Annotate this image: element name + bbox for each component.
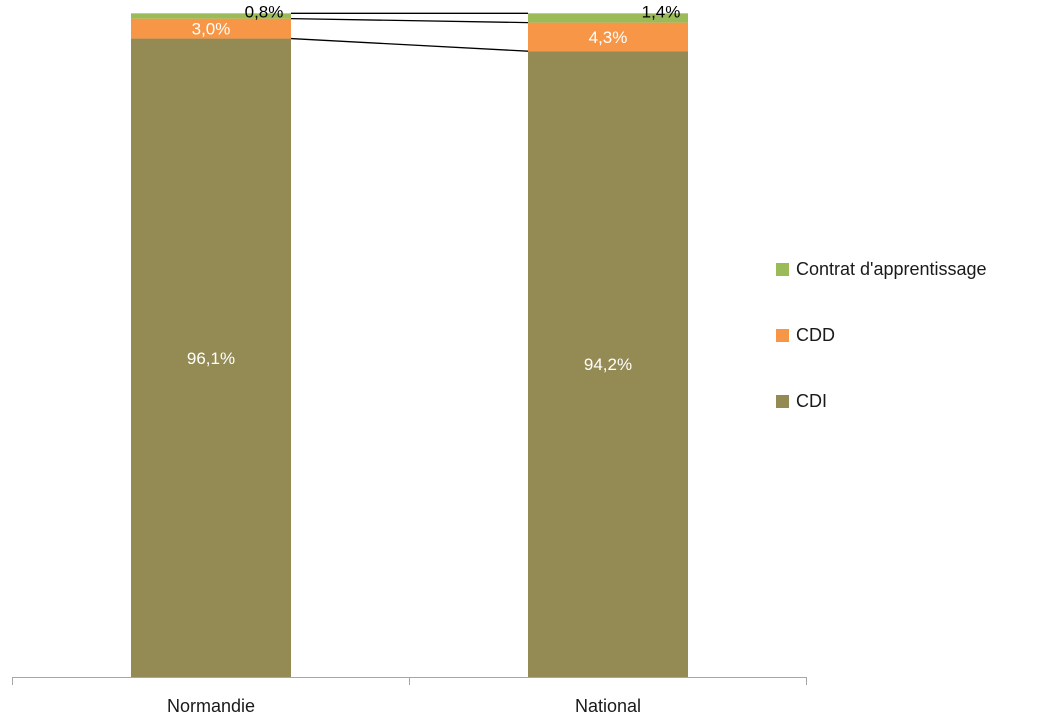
x-tick-label-normandie: Normandie	[167, 696, 255, 716]
data-label-normandie-cdi: 96,1%	[187, 349, 235, 368]
bar-national-cdd	[528, 22, 688, 52]
legend-swatch-cdi	[776, 394, 789, 408]
bar-normandie-cdi	[131, 38, 291, 678]
bar-national-contrat-d-apprentissage	[528, 13, 688, 23]
legend-item-contrat-apprentissage: Contrat d'apprentissage	[776, 258, 987, 280]
bar-normandie-cdd	[131, 18, 291, 39]
legend-label-cdd: CDD	[796, 324, 835, 345]
bars	[131, 13, 688, 678]
legend-item-cdd: CDD	[776, 324, 987, 346]
value-labels: 96,1% 3,0% 0,8% 94,2% 4,3% 1,4%	[187, 2, 680, 374]
legend-label-cdi: CDI	[796, 390, 827, 411]
bar-national-cdi	[528, 51, 688, 677]
x-tick-label-national: National	[575, 696, 641, 716]
legend-swatch-contrat-apprentissage	[776, 262, 789, 276]
legend-label-contrat-apprentissage: Contrat d'apprentissage	[796, 258, 987, 279]
legend-item-cdi: CDI	[776, 390, 987, 412]
data-label-normandie-cdd: 3,0%	[192, 20, 231, 39]
data-label-national-cdd: 4,3%	[589, 28, 628, 47]
data-label-national-cdi: 94,2%	[584, 355, 632, 374]
data-label-national-contrat-d-apprentissage: 1,4%	[642, 2, 681, 21]
legend: Contrat d'apprentissage CDD CDI	[776, 258, 987, 456]
bar-normandie-contrat-d-apprentissage	[131, 13, 291, 19]
series-line-cdd	[290, 17, 529, 24]
x-axis: Normandie National	[12, 677, 807, 716]
legend-swatch-cdd	[776, 328, 789, 342]
series-lines	[290, 12, 529, 52]
data-label-normandie-contrat-d-apprentissage: 0,8%	[245, 2, 284, 21]
series-line-cdi	[290, 37, 529, 52]
